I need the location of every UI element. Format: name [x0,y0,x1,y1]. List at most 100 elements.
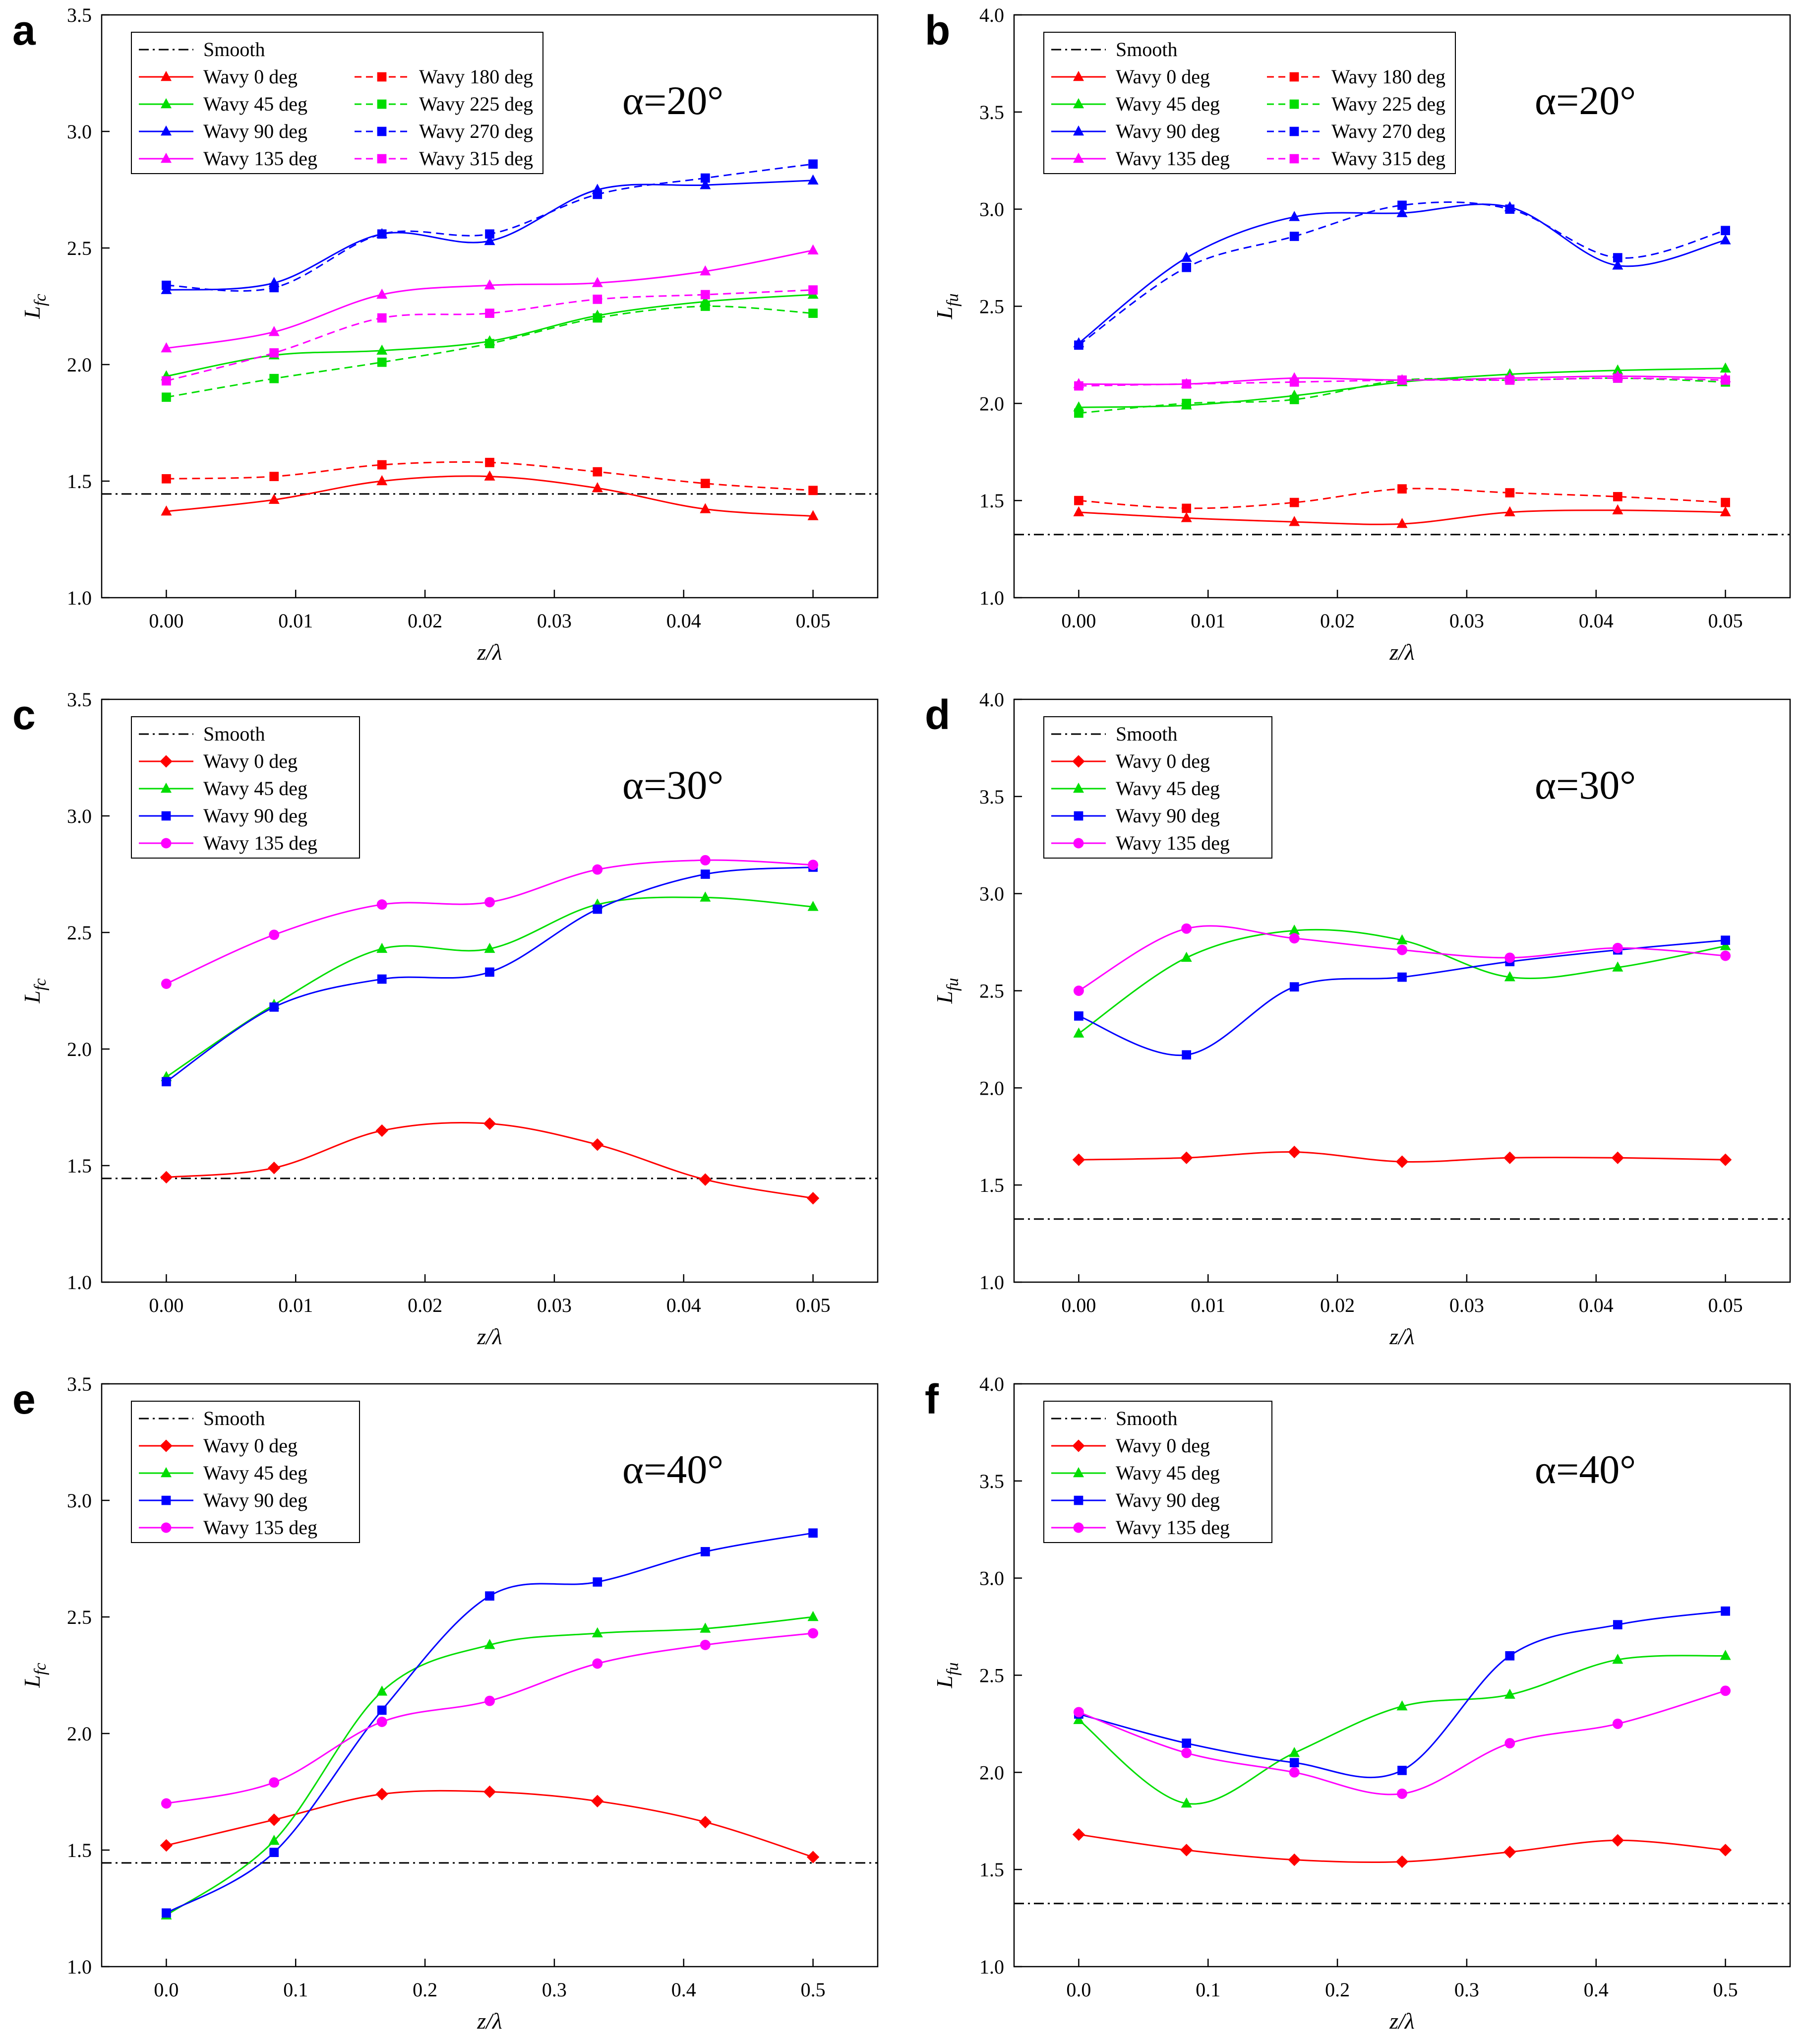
y-axis-label-main: L [19,1675,45,1688]
data-point [1289,377,1299,387]
data-point [808,860,819,870]
data-point [484,1695,495,1706]
data-point [1504,952,1515,963]
x-tick-label: 0.3 [542,1979,567,2001]
y-axis-label: Lfc [19,1663,50,1688]
data-point [483,1117,496,1130]
data-point [1396,934,1408,944]
x-tick-label: 0.04 [666,1294,701,1316]
data-point [808,1628,819,1639]
legend-label: Smooth [203,723,265,745]
legend-label: Wavy 45 deg [1116,1462,1220,1484]
data-point [269,1002,279,1012]
data-point [377,357,387,367]
data-point [1182,503,1192,513]
x-tick-label: 0.03 [1449,1294,1484,1316]
series-wavy-90-deg [1074,1606,1730,1779]
legend-label: Wavy 45 deg [203,777,307,800]
data-point [1721,497,1730,507]
data-point [1288,1145,1301,1159]
x-tick-label: 0.02 [1320,610,1355,632]
angle-annotation: α=40° [622,1447,723,1492]
x-axis-label: z/λ [477,1324,502,1349]
series-line [166,475,813,517]
data-point [377,1705,387,1715]
data-point [808,285,818,295]
data-point [808,1528,818,1538]
legend-item: Smooth [1051,38,1177,61]
data-point [269,348,279,358]
legend-label: Wavy 225 deg [419,93,533,115]
chart-panel-f: f 0.0 0.1 0.2 0.3 0.4 0.5 1.0 1.5 2.0 2.5 3.0 3.5 4.0… [925,1373,1791,2034]
legend-marker [377,99,387,109]
angle-annotation: α=30° [1535,762,1636,807]
y-tick-label: 2.0 [67,354,92,376]
legend-marker [1072,1439,1085,1452]
data-point [162,376,171,386]
legend-label: Wavy 90 deg [203,120,307,142]
data-point [1613,492,1622,501]
legend: Smooth Wavy 0 deg Wavy 45 deg Wavy 90 deg Wa… [1043,716,1272,859]
data-point [268,1835,280,1845]
y-tick-label: 2.0 [979,1077,1004,1099]
data-point [268,326,280,336]
legend: Smooth Wavy 0 deg Wavy 45 deg Wavy 90 deg Wa… [131,716,360,859]
data-point [161,505,172,516]
y-tick-label: 3.5 [979,101,1004,124]
data-point [1719,1153,1732,1166]
y-axis-label-main: L [19,991,45,1004]
y-tick-label: 3.5 [67,688,92,711]
legend-label: Wavy 90 deg [1116,805,1220,827]
data-point [700,173,710,183]
data-point [1072,1153,1085,1166]
data-point [1613,373,1622,383]
legend: Smooth Wavy 0 deg Wavy 45 deg Wavy 90 deg Wa… [131,1401,360,1543]
data-point [808,486,818,496]
data-point [376,475,388,486]
data-point [1395,1855,1409,1868]
legend-label: Wavy 135 deg [203,832,317,854]
data-point [591,1138,604,1151]
x-tick-label: 0.2 [413,1979,437,2001]
y-axis-label-sub: fu [944,1662,962,1675]
y-axis-label-main: L [932,991,957,1004]
series-wavy-90-deg [162,863,818,1087]
x-tick-label: 0.0 [154,1979,179,2001]
data-point [1181,923,1192,934]
data-point [1397,944,1407,955]
y-axis-label: Lfu [932,293,962,319]
series-wavy-0-deg [160,1785,820,1863]
legend-marker [161,1522,172,1533]
data-point [162,392,171,402]
data-point [806,1851,820,1863]
x-tick-label: 0.0 [1066,1979,1091,2001]
data-point [1503,1846,1516,1858]
legend-label: Wavy 180 deg [419,65,533,88]
data-point [1396,518,1408,528]
data-point [1505,488,1515,497]
series-line [1078,939,1726,1056]
legend-label: Wavy 90 deg [1116,120,1220,142]
data-point [377,460,387,470]
data-point [376,899,387,910]
panel-letter: b [925,7,950,54]
legend-label: Wavy 90 deg [203,805,307,827]
data-point [700,179,711,189]
y-axis-label-sub: fu [944,978,962,991]
data-point [485,339,494,349]
legend-item: Wavy 180 deg [1267,65,1445,88]
data-point [485,229,494,239]
legend-item: Wavy 180 deg [355,65,533,88]
data-point [1397,484,1407,494]
legend-marker [1074,1495,1083,1505]
data-point [1612,961,1623,972]
legend-label: Wavy 225 deg [1331,93,1445,115]
x-axis-label: z/λ [477,639,502,665]
data-point [1072,1828,1085,1841]
data-point [592,1627,603,1638]
legend-label: Wavy 315 deg [1331,147,1445,170]
chart-panel-b: b 0.00 0.01 0.02 0.03 0.04 0.05 1.0 1.5 2.0 2.5 3.0… [925,4,1791,665]
y-tick-label: 1.0 [979,1956,1004,1978]
legend-label: Smooth [203,1407,265,1429]
series-wavy-45-deg [1073,1650,1731,1808]
